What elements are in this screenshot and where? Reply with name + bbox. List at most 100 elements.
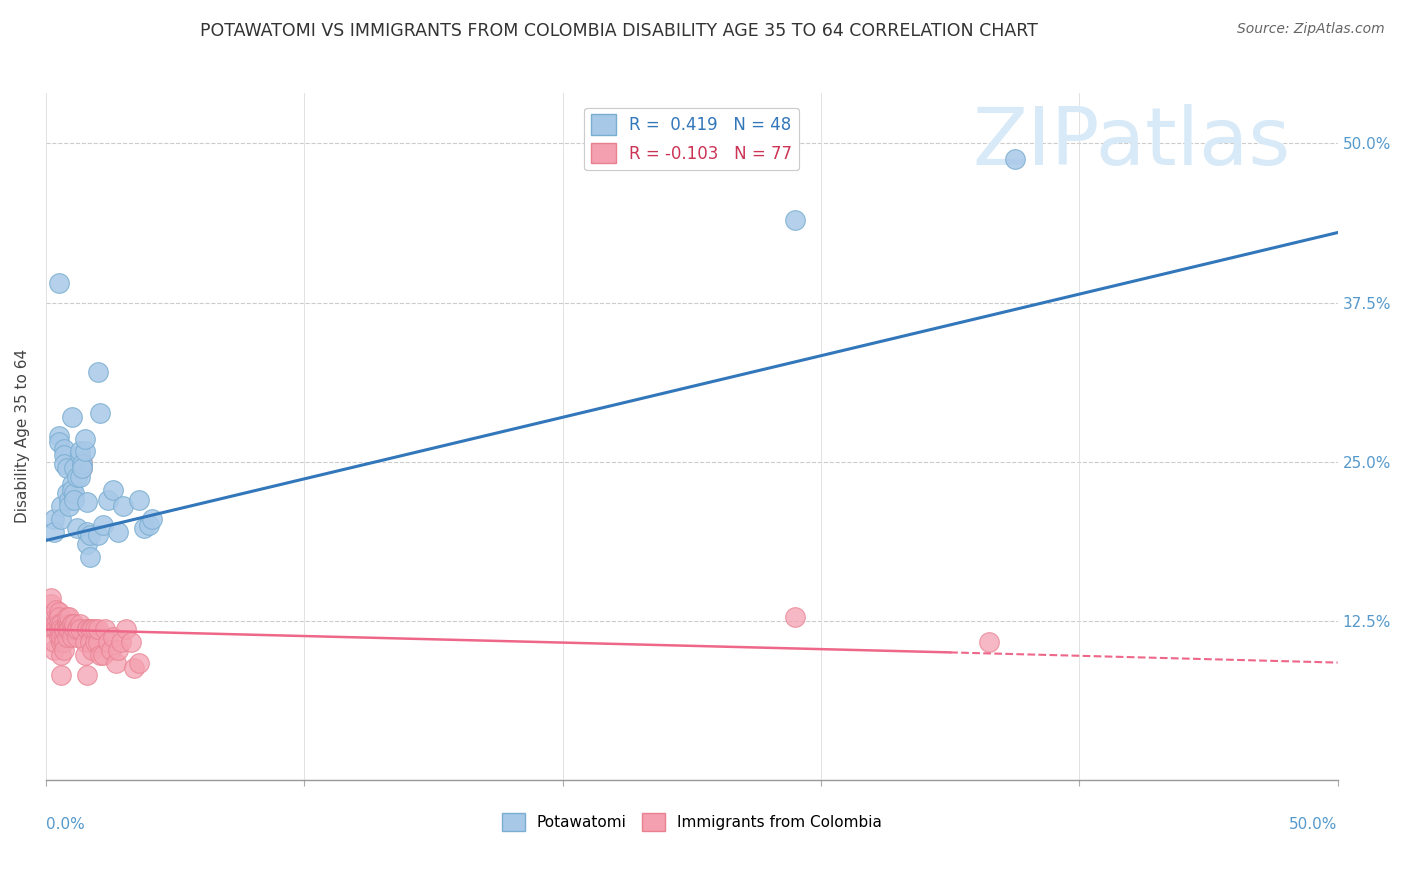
Text: 0.0%: 0.0% [46,817,84,832]
Point [76,623,98,637]
Point [55,617,77,632]
Point [53,457,76,471]
Point [128,656,150,670]
Point [51,623,73,637]
Point [785,212,807,227]
Point [60,483,83,497]
Point [69,470,91,484]
Point [97,492,120,507]
Point [86,635,108,649]
Point [51,668,73,682]
Point [79,549,101,564]
Point [63,486,86,500]
Point [58,623,80,637]
Point [60,617,83,632]
Point [73,432,96,446]
Point [48,435,70,450]
Point [48,609,70,624]
Point [110,635,132,649]
Point [45,609,67,624]
Point [66,623,89,637]
Point [48,617,70,632]
Point [97,635,120,649]
Point [91,518,114,533]
Point [60,630,83,644]
Text: ZIPatlas: ZIPatlas [972,104,1291,183]
Point [51,648,73,662]
Point [53,635,76,649]
Point [70,457,93,471]
Point [141,512,163,526]
Legend: R =  0.419   N = 48, R = -0.103   N = 77: R = 0.419 N = 48, R = -0.103 N = 77 [585,108,799,170]
Point [138,518,160,533]
Point [73,648,96,662]
Point [58,609,80,624]
Point [48,605,70,619]
Text: 50.0%: 50.0% [1289,817,1337,832]
Point [58,492,80,507]
Point [134,521,156,535]
Point [66,630,89,644]
Point [101,483,124,497]
Point [89,406,111,420]
Point [86,623,108,637]
Point [53,643,76,657]
Point [42,643,65,657]
Point [39,591,62,605]
Point [69,448,91,462]
Point [51,630,73,644]
Point [42,524,65,539]
Point [42,512,65,526]
Point [107,643,129,657]
Point [51,499,73,513]
Point [58,623,80,637]
Point [53,623,76,637]
Point [79,528,101,542]
Point [76,495,98,509]
Point [48,277,70,291]
Point [51,617,73,632]
Point [69,444,91,458]
Point [45,617,67,632]
Point [45,623,67,637]
Point [70,454,93,468]
Point [84,635,107,649]
Point [69,623,91,637]
Point [48,429,70,443]
Point [107,524,129,539]
Point [53,442,76,456]
Point [112,499,135,513]
Point [76,668,98,682]
Point [42,623,65,637]
Point [66,623,89,637]
Point [122,661,145,675]
Point [39,597,62,611]
Point [84,623,107,637]
Point [82,643,104,657]
Point [128,492,150,507]
Text: POTAWATOMI VS IMMIGRANTS FROM COLOMBIA DISABILITY AGE 35 TO 64 CORRELATION CHART: POTAWATOMI VS IMMIGRANTS FROM COLOMBIA D… [200,22,1038,40]
Point [60,410,83,425]
Point [60,617,83,632]
Point [69,617,91,632]
Point [48,630,70,644]
Point [53,623,76,637]
Point [55,623,77,637]
Text: Source: ZipAtlas.com: Source: ZipAtlas.com [1237,22,1385,37]
Point [51,512,73,526]
Point [53,630,76,644]
Point [55,630,77,644]
Point [977,635,1000,649]
Point [86,528,108,542]
Point [48,623,70,637]
Point [66,521,89,535]
Point [58,499,80,513]
Point [63,492,86,507]
Y-axis label: Disability Age 35 to 64: Disability Age 35 to 64 [15,349,30,524]
Point [73,635,96,649]
Point [76,524,98,539]
Point [55,461,77,475]
Point [70,461,93,475]
Point [94,623,117,637]
Point [63,461,86,475]
